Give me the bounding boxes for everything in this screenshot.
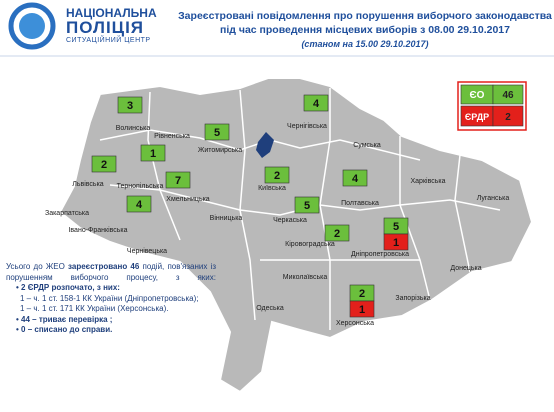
text: 46: [130, 262, 140, 271]
region-label: Тернопільська: [117, 182, 164, 190]
eo-box: [165, 171, 191, 189]
eo-count: 1: [150, 148, 156, 160]
eo-count: 2: [359, 288, 365, 300]
summary-item: • 0 – списано до справи.: [16, 325, 113, 334]
region-label: Рівненська: [154, 132, 190, 140]
eo-box: [264, 166, 290, 184]
eo-box: [294, 196, 320, 214]
region-label: Черкаська: [273, 217, 307, 224]
title: Зареєстровані повідомлення про порушення…: [178, 10, 552, 22]
erdr-count: 1: [359, 304, 365, 316]
region-label: Кіровоградська: [285, 240, 335, 248]
summary-item: 1 – ч. 1 ст. 171 КК України (Херсонська)…: [20, 304, 169, 313]
eo-count: 2: [274, 170, 280, 182]
eo-count: 7: [175, 175, 181, 187]
title: під час проведення місцевих виборів з 08…: [220, 24, 510, 36]
text: подій, пов'язаних із порушенням виборчог…: [6, 262, 216, 282]
eo-box: [342, 169, 368, 187]
legend-value: 46: [502, 90, 514, 101]
region-label: Запорізька: [395, 294, 430, 302]
kyiv-city: [256, 132, 274, 158]
legend-label: ЄРДР: [465, 112, 489, 122]
summary-item: • 2 ЄРДР розпочато, з них:: [16, 283, 120, 292]
summary-intro: Усього до ЖЕО зареєстровано 46 подій, по…: [6, 262, 216, 283]
eo-count: 2: [101, 159, 107, 171]
region-label: Івано-Франківська: [68, 226, 127, 234]
region-label: Вінницька: [210, 214, 243, 222]
eo-box: [140, 144, 166, 162]
region-label: Херсонська: [336, 320, 374, 327]
summary-item: • 44 – триває перевірка ;: [16, 314, 113, 324]
eo-box: [91, 155, 117, 173]
eo-count: 5: [393, 221, 399, 233]
region-label: Чернігівська: [287, 122, 327, 130]
eo-count: 4: [313, 98, 320, 110]
region-label: Хмельницька: [166, 196, 210, 203]
eo-count: 4: [136, 199, 143, 211]
eo-count: 3: [127, 100, 133, 112]
legend-erdr-cell: [492, 105, 524, 127]
region-label: Львівська: [72, 180, 104, 188]
region-label: Одеська: [256, 305, 284, 312]
region-label: Луганська: [477, 195, 510, 202]
logo-text: СИТУАЦІЙНИЙ ЦЕНТР: [66, 37, 151, 44]
logo-ring: [8, 2, 56, 50]
region-borders: [99, 88, 501, 330]
region-label: Чернівецька: [127, 247, 167, 255]
erdr-box: [383, 233, 409, 251]
legend-value: 2: [505, 112, 511, 123]
region-label: Київська: [258, 185, 286, 192]
eo-count: 4: [352, 173, 359, 185]
region-label: Дніпропетровська: [351, 250, 409, 258]
region-label: Житомирська: [198, 147, 242, 154]
erdr-box: [349, 300, 375, 318]
subtitle: (станом на 15.00 29.10.2017): [301, 39, 429, 49]
eo-count: 5: [304, 200, 310, 212]
logo-text: ПОЛІЦІЯ: [66, 18, 145, 37]
region-label: Сумська: [353, 142, 381, 149]
summary: Усього до ЖЕО зареєстровано 46 подій, по…: [6, 262, 216, 336]
region-label: Миколаївська: [283, 274, 328, 281]
logo-text: НАЦІОНАЛЬНА: [66, 6, 157, 20]
region-label: Донецька: [450, 265, 481, 272]
eo-box: [117, 96, 143, 114]
region-label: Закарпатська: [45, 210, 89, 217]
text: зареєстровано: [68, 262, 128, 271]
eo-count: 2: [334, 228, 340, 240]
text: Усього до ЖЕО: [6, 262, 65, 271]
legend-label: ЄО: [470, 90, 485, 101]
region-label: Полтавська: [341, 200, 379, 207]
region-label: Харківська: [411, 177, 446, 185]
eo-box: [204, 123, 230, 141]
erdr-count: 1: [393, 237, 399, 249]
legend-eo-cell: [492, 84, 524, 105]
legend-frame: [457, 81, 527, 131]
eo-box: [303, 94, 329, 112]
eo-count: 5: [214, 127, 220, 139]
eo-box: [324, 224, 350, 242]
logo-core: [19, 13, 45, 39]
summary-item: 1 – ч. 1 ст. 158-1 КК України (Дніпропет…: [20, 293, 199, 303]
eo-box: [126, 195, 152, 213]
map-ukraine: [58, 77, 534, 394]
region-label: Волинська: [116, 125, 151, 132]
